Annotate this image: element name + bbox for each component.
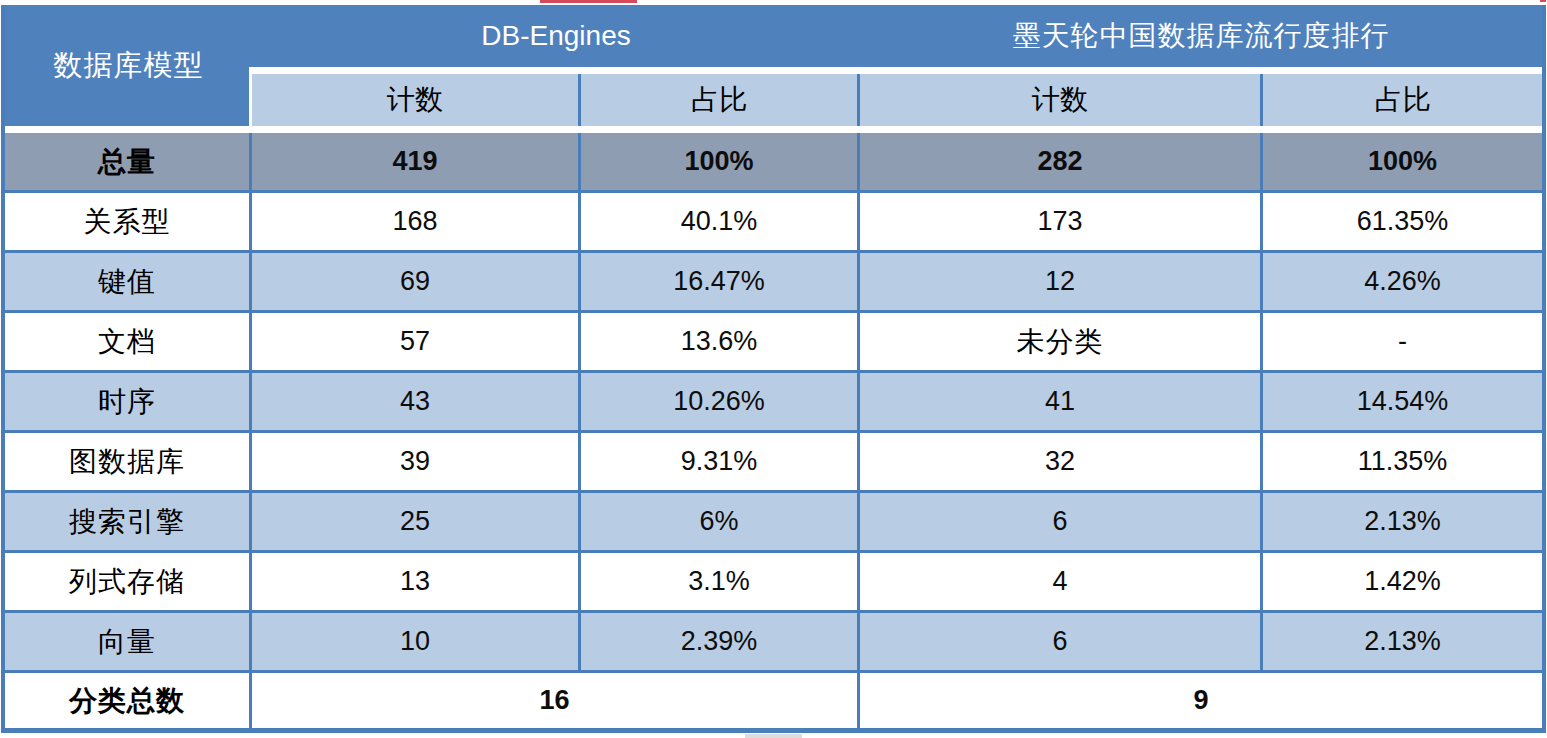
cell-value: - xyxy=(1263,313,1542,370)
cell-value: 282 xyxy=(860,133,1260,190)
cell-value: 2.13% xyxy=(1263,493,1542,550)
crop-artifact-red-dot xyxy=(1540,0,1546,2)
row-label-total: 总量 xyxy=(5,133,249,190)
group-header-modb-ranking: 墨天轮中国数据库流行度排行 xyxy=(860,5,1542,67)
cell-value: 3.1% xyxy=(581,553,857,610)
cell-value: 43 xyxy=(252,373,578,430)
subheader-dbengines-count: 计数 xyxy=(252,74,578,126)
cell-value: 14.54% xyxy=(1263,373,1542,430)
header-body-divider xyxy=(5,126,1542,133)
row-label-graph: 图数据库 xyxy=(5,433,249,490)
subheader-modb-count: 计数 xyxy=(860,74,1260,126)
cell-value: 69 xyxy=(252,253,578,310)
cell-value: 100% xyxy=(1263,133,1542,190)
cell-value: 2.39% xyxy=(581,613,857,670)
cell-value: 32 xyxy=(860,433,1260,490)
cell-value: 10.26% xyxy=(581,373,857,430)
corner-header-database-model: 数据库模型 xyxy=(5,5,252,126)
subheader-dbengines-percent: 占比 xyxy=(581,74,857,126)
footer-dbengines-category-count: 16 xyxy=(252,673,857,728)
cell-value: 25 xyxy=(252,493,578,550)
cell-value: 173 xyxy=(860,193,1260,250)
cell-value-unclassified: 未分类 xyxy=(860,313,1260,370)
cell-value: 13 xyxy=(252,553,578,610)
row-label-document: 文档 xyxy=(5,313,249,370)
subheader-modb-percent: 占比 xyxy=(1263,74,1542,126)
cell-value: 6 xyxy=(860,493,1260,550)
crop-artifact-red-line xyxy=(540,0,637,3)
cell-value: 419 xyxy=(252,133,578,190)
cell-value: 6 xyxy=(860,613,1260,670)
row-label-time-series: 时序 xyxy=(5,373,249,430)
cell-value: 16.47% xyxy=(581,253,857,310)
row-label-search-engine: 搜索引擎 xyxy=(5,493,249,550)
cell-value: 61.35% xyxy=(1263,193,1542,250)
cell-value: 4 xyxy=(860,553,1260,610)
cell-value: 13.6% xyxy=(581,313,857,370)
cell-value: 11.35% xyxy=(1263,433,1542,490)
row-label-columnar: 列式存储 xyxy=(5,553,249,610)
cell-value: 168 xyxy=(252,193,578,250)
cell-value: 10 xyxy=(252,613,578,670)
group-header-db-engines: DB-Engines xyxy=(252,5,860,67)
cell-value: 41 xyxy=(860,373,1260,430)
header-gap-divider xyxy=(249,67,1542,74)
cell-value: 57 xyxy=(252,313,578,370)
row-label-vector: 向量 xyxy=(5,613,249,670)
group-header-band: DB-Engines 墨天轮中国数据库流行度排行 xyxy=(252,5,1542,67)
cell-value: 9.31% xyxy=(581,433,857,490)
cell-value: 100% xyxy=(581,133,857,190)
crop-artifact-gray-smudge xyxy=(745,734,802,738)
row-label-category-total: 分类总数 xyxy=(5,673,249,728)
cell-value: 39 xyxy=(252,433,578,490)
cell-value: 2.13% xyxy=(1263,613,1542,670)
cell-value: 40.1% xyxy=(581,193,857,250)
comparison-table: 数据库模型 DB-Engines 墨天轮中国数据库流行度排行 计数 占比 计数 … xyxy=(1,5,1546,733)
cell-value: 1.42% xyxy=(1263,553,1542,610)
cell-value: 6% xyxy=(581,493,857,550)
row-label-key-value: 键值 xyxy=(5,253,249,310)
footer-modb-category-count: 9 xyxy=(860,673,1542,728)
row-label-relational: 关系型 xyxy=(5,193,249,250)
cell-value: 4.26% xyxy=(1263,253,1542,310)
cell-value: 12 xyxy=(860,253,1260,310)
